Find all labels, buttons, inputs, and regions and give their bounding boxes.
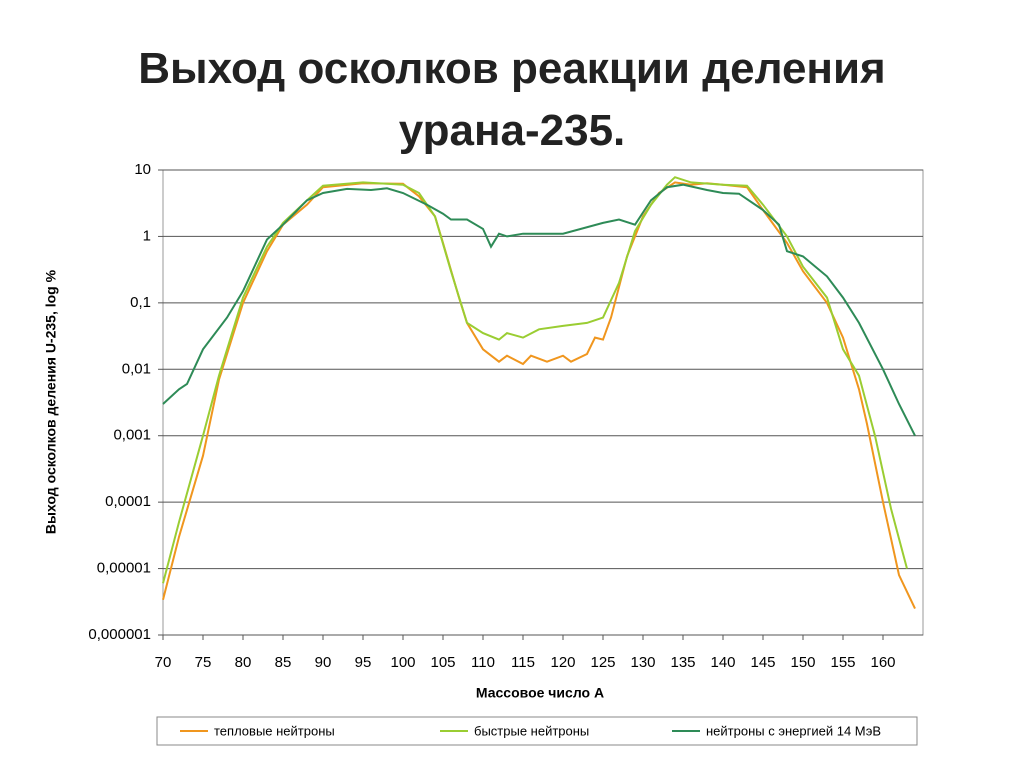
x-tick-label: 105 (430, 654, 455, 671)
legend-label: быстрые нейтроны (474, 723, 589, 738)
x-tick-label: 110 (471, 654, 495, 671)
x-tick-label: 150 (790, 654, 815, 671)
x-tick-label: 130 (630, 654, 655, 671)
y-tick-label: 0,000001 (88, 626, 151, 643)
legend-label: нейтроны с энергией 14 МэВ (706, 723, 881, 738)
x-tick-label: 80 (235, 654, 252, 671)
x-tick-label: 125 (590, 654, 615, 671)
x-tick-label: 70 (155, 654, 172, 671)
x-tick-label: 135 (670, 654, 695, 671)
x-tick-label: 160 (870, 654, 895, 671)
x-tick-label: 145 (750, 654, 775, 671)
plot-area (162, 169, 924, 636)
x-axis-label: Массовое число А (476, 685, 604, 701)
y-axis-label: Выход осколков деления U-235, log % (43, 269, 59, 534)
legend-box (156, 716, 918, 746)
y-tick-label: 0,01 (122, 360, 151, 377)
y-tick-label: 1 (143, 227, 151, 244)
y-tick-label: 0,001 (113, 427, 151, 444)
y-tick-label: 0,00001 (97, 560, 151, 577)
y-tick-label: 10 (134, 161, 151, 178)
x-tick-label: 100 (390, 654, 415, 671)
x-tick-label: 155 (830, 654, 855, 671)
x-tick-label: 90 (315, 654, 332, 671)
chart-title: Выход осколков реакции деления урана-235… (138, 44, 886, 155)
y-tick-label: 0,1 (130, 294, 151, 311)
x-tick-label: 120 (550, 654, 575, 671)
x-tick-label: 85 (275, 654, 292, 671)
x-tick-label: 75 (195, 654, 212, 671)
y-tick-label: 0,0001 (105, 493, 151, 510)
x-tick-label: 95 (355, 654, 372, 671)
series-line (162, 183, 916, 437)
x-tick-label: 140 (710, 654, 735, 671)
legend-label: тепловые нейтроны (214, 723, 335, 738)
x-tick-label: 115 (511, 654, 535, 671)
